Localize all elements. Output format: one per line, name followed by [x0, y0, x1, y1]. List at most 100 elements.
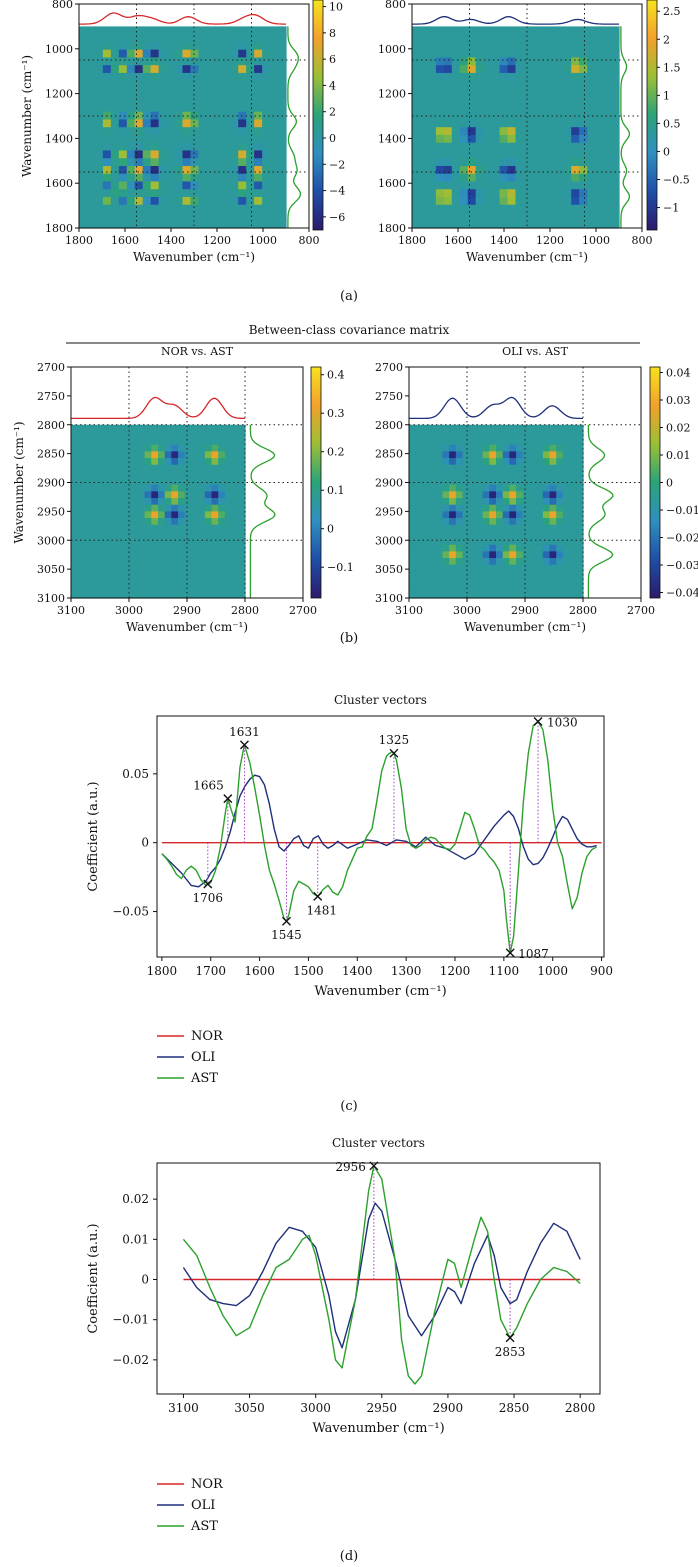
- heat-cell: [278, 103, 287, 113]
- heat-cell: [182, 204, 192, 214]
- heat-cell: [603, 88, 612, 97]
- heat-cell: [562, 431, 571, 439]
- heat-cell: [144, 504, 152, 512]
- heat-cell: [150, 103, 160, 113]
- heat-cell: [467, 204, 477, 214]
- heat-cell: [231, 591, 239, 599]
- heat-cell: [246, 150, 255, 159]
- diagonal-spectrum: [412, 16, 619, 25]
- heat-cell: [522, 564, 531, 572]
- heat-cell: [134, 181, 144, 190]
- heat-cell: [549, 571, 557, 579]
- heat-cell: [496, 464, 504, 472]
- heat-cell: [158, 544, 166, 552]
- heat-cell: [483, 158, 493, 167]
- colorbar-tick-label: 0.4: [327, 369, 345, 382]
- heat-cell: [555, 26, 564, 35]
- heat-cell: [496, 471, 504, 479]
- heat-cell: [499, 72, 509, 82]
- heat-cell: [211, 504, 219, 512]
- heat-cell: [502, 451, 510, 459]
- heat-cell: [529, 564, 537, 572]
- heat-cell: [182, 57, 192, 66]
- heat-cell: [491, 127, 501, 136]
- heat-cell: [555, 80, 564, 90]
- y-tick-label: 800: [52, 0, 73, 11]
- heat-cell: [150, 41, 160, 51]
- heat-cell: [443, 41, 453, 51]
- heat-cell: [79, 127, 88, 136]
- colorbar-tick-label: 1.5: [663, 61, 681, 74]
- heat-cell: [442, 444, 450, 452]
- heat-cell: [435, 591, 444, 599]
- heat-cell: [79, 111, 88, 121]
- heat-cell: [563, 134, 572, 144]
- heat-cell: [427, 72, 437, 82]
- heat-cell: [419, 150, 429, 159]
- heat-cell: [509, 538, 517, 546]
- heat-cell: [230, 34, 239, 43]
- heat-cell: [569, 444, 577, 452]
- heat-cell: [475, 531, 484, 539]
- heat-cell: [150, 181, 160, 190]
- heat-cell: [158, 111, 168, 121]
- heat-cell: [190, 72, 200, 82]
- heat-cell: [111, 504, 119, 512]
- heat-cell: [603, 26, 612, 35]
- diagonal-spectrum: [409, 396, 583, 420]
- heat-cell: [563, 34, 572, 43]
- heat-cell: [499, 173, 509, 183]
- heat-cell: [118, 34, 128, 43]
- heat-cell: [150, 212, 160, 221]
- heat-cell: [111, 438, 119, 446]
- heat-cell: [79, 80, 88, 90]
- heat-cell: [603, 111, 612, 121]
- heat-cell: [515, 142, 525, 152]
- heat-cell: [150, 165, 160, 175]
- heat-cell: [230, 165, 239, 175]
- heat-cell: [491, 212, 501, 221]
- heat-cell: [144, 591, 152, 599]
- colorbar-tick-label: 0: [327, 523, 334, 536]
- heat-cell: [218, 551, 226, 559]
- heat-cell: [475, 49, 485, 59]
- heat-cell: [475, 584, 484, 592]
- heat-cell: [522, 578, 531, 586]
- heat-cell: [137, 491, 146, 499]
- x-tick-label: 2700: [289, 604, 317, 617]
- heat-cell: [467, 119, 477, 128]
- annotation-label: 1631: [229, 725, 260, 739]
- heat-cell: [224, 538, 233, 546]
- heat-cell: [184, 504, 193, 512]
- heat-cell: [455, 471, 464, 479]
- heat-cell: [77, 424, 85, 433]
- heat-cell: [562, 558, 571, 566]
- heat-cell: [238, 88, 247, 97]
- heat-cell: [126, 134, 136, 144]
- heat-cell: [435, 484, 444, 492]
- heat-cell: [84, 564, 92, 572]
- heat-cell: [238, 181, 247, 190]
- heat-cell: [254, 111, 263, 121]
- heat-cell: [204, 458, 213, 466]
- heat-cell: [483, 103, 493, 113]
- heat-cell: [547, 41, 556, 51]
- heat-cell: [238, 165, 247, 175]
- heat-cell: [412, 127, 421, 136]
- heat-cell: [71, 451, 79, 459]
- heat-cell: [238, 578, 246, 586]
- heat-cell: [151, 538, 159, 546]
- heat-cell: [469, 544, 477, 552]
- heat-cell: [126, 165, 136, 175]
- heat-cell: [451, 34, 461, 43]
- heat-cell: [174, 181, 184, 190]
- heat-cell: [475, 544, 484, 552]
- heat-cell: [222, 80, 231, 90]
- heat-cell: [97, 471, 106, 479]
- heat-cell: [124, 544, 132, 552]
- heat-cell: [427, 96, 437, 105]
- heat-cell: [222, 189, 231, 198]
- heat-cell: [576, 464, 584, 472]
- x-tick-label: 3100: [395, 604, 423, 617]
- heat-cell: [556, 444, 564, 452]
